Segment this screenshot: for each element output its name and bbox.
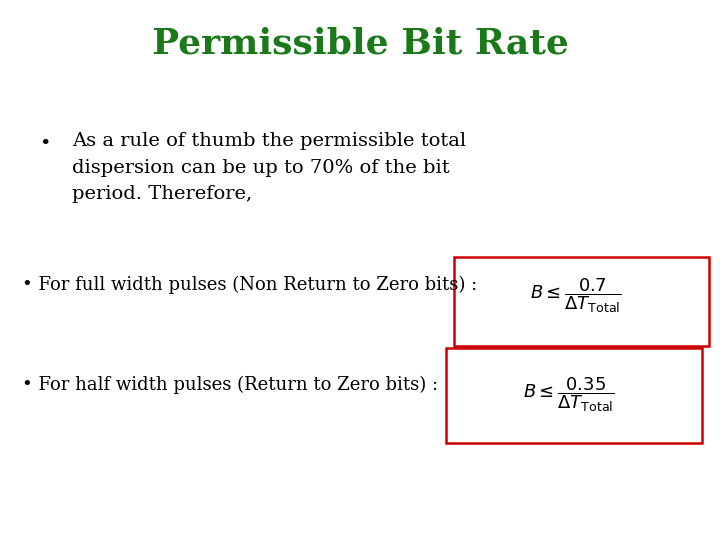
Text: •: •	[40, 135, 51, 153]
Text: $B \leq \dfrac{0.35}{\Delta T_{\mathrm{Total}}}$: $B \leq \dfrac{0.35}{\Delta T_{\mathrm{T…	[523, 375, 615, 414]
Text: • For half width pulses (Return to Zero bits) :: • For half width pulses (Return to Zero …	[22, 375, 444, 394]
Text: As a rule of thumb the permissible total
dispersion can be up to 70% of the bit
: As a rule of thumb the permissible total…	[72, 132, 466, 203]
Text: • For full width pulses (Non Return to Zero bits) :: • For full width pulses (Non Return to Z…	[22, 275, 482, 294]
Text: $B \leq \dfrac{0.7}{\Delta T_{\mathrm{Total}}}$: $B \leq \dfrac{0.7}{\Delta T_{\mathrm{To…	[530, 276, 622, 315]
Text: Permissible Bit Rate: Permissible Bit Rate	[152, 27, 568, 61]
